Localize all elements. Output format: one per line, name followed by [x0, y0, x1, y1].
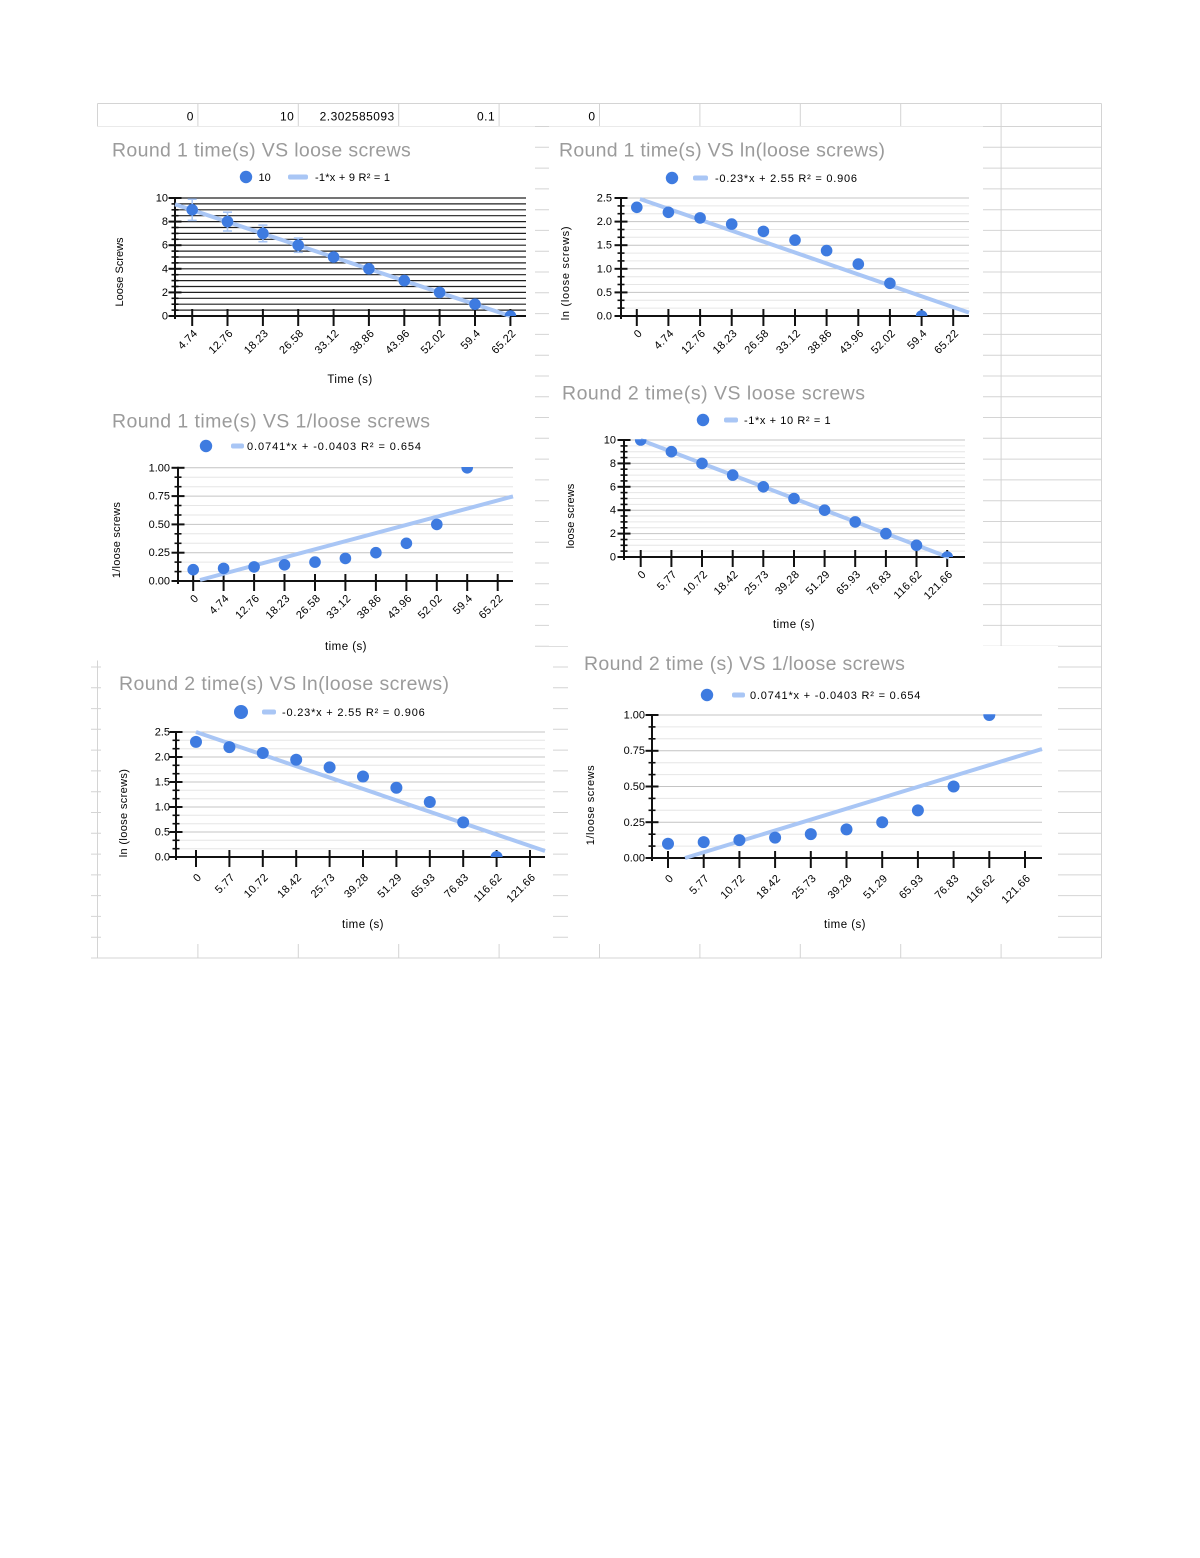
svg-text:loose screws: loose screws — [565, 483, 577, 548]
svg-text:4: 4 — [610, 505, 616, 517]
svg-text:Round 1 time(s) VS ln(loose sc: Round 1 time(s) VS ln(loose screws) — [559, 140, 885, 162]
svg-text:8: 8 — [610, 458, 616, 470]
svg-text:6: 6 — [610, 481, 616, 493]
svg-text:1/loose screws: 1/loose screws — [111, 502, 123, 579]
svg-text:time (s): time (s) — [824, 919, 866, 931]
svg-text:2.0: 2.0 — [597, 216, 612, 228]
svg-text:6: 6 — [162, 240, 168, 252]
svg-text:Round 2 time(s) VS ln(loose sc: Round 2 time(s) VS ln(loose screws) — [119, 673, 449, 695]
svg-text:2: 2 — [610, 528, 616, 540]
svg-text:10: 10 — [604, 435, 616, 447]
svg-text:4: 4 — [162, 263, 168, 275]
svg-text:1/loose screws: 1/loose screws — [585, 765, 597, 845]
svg-text:0: 0 — [588, 110, 595, 124]
svg-text:Round 1 time(s) VS loose screw: Round 1 time(s) VS loose screws — [112, 140, 411, 162]
svg-text:0: 0 — [610, 552, 616, 564]
svg-text:0.0741*x + -0.0403 R² = 0.654: 0.0741*x + -0.0403 R² = 0.654 — [247, 441, 422, 453]
svg-text:Round 2 time(s) VS loose screw: Round 2 time(s) VS loose screws — [562, 383, 865, 405]
svg-text:8: 8 — [162, 216, 168, 228]
svg-text:1.5: 1.5 — [155, 777, 170, 789]
svg-text:0.75: 0.75 — [149, 491, 170, 503]
svg-text:1.0: 1.0 — [155, 802, 170, 814]
svg-text:0.00: 0.00 — [149, 576, 170, 588]
svg-text:0.0: 0.0 — [155, 852, 170, 864]
svg-text:10: 10 — [156, 193, 168, 205]
svg-text:2: 2 — [162, 287, 168, 299]
svg-text:0.25: 0.25 — [149, 547, 170, 559]
svg-text:0.5: 0.5 — [597, 287, 612, 299]
svg-text:1.00: 1.00 — [624, 710, 645, 722]
svg-text:time (s): time (s) — [325, 641, 367, 653]
svg-text:Round 2 time (s) VS 1/loose sc: Round 2 time (s) VS 1/loose screws — [584, 653, 905, 675]
svg-text:0.50: 0.50 — [624, 781, 645, 793]
svg-text:2.0: 2.0 — [155, 752, 170, 764]
svg-text:-0.23*x + 2.55 R² = 0.906: -0.23*x + 2.55 R² = 0.906 — [715, 173, 858, 185]
svg-text:10: 10 — [280, 110, 294, 124]
svg-text:1.00: 1.00 — [149, 462, 170, 474]
svg-text:1.5: 1.5 — [597, 240, 612, 252]
svg-text:2.5: 2.5 — [155, 727, 170, 739]
svg-text:ln (loose screws): ln (loose screws) — [118, 769, 130, 857]
svg-text:2.5: 2.5 — [597, 193, 612, 205]
svg-text:0: 0 — [162, 311, 168, 323]
svg-text:ln (loose screws): ln (loose screws) — [560, 226, 572, 320]
svg-text:0.25: 0.25 — [624, 817, 645, 829]
svg-text:0: 0 — [187, 110, 194, 124]
svg-text:0.0741*x + -0.0403 R² = 0.654: 0.0741*x + -0.0403 R² = 0.654 — [750, 690, 921, 702]
svg-text:Loose Screws: Loose Screws — [114, 237, 126, 307]
svg-text:10: 10 — [259, 172, 271, 184]
svg-text:-0.23*x + 2.55 R² = 0.906: -0.23*x + 2.55 R² = 0.906 — [282, 707, 426, 719]
svg-text:time (s): time (s) — [342, 919, 384, 931]
svg-text:0.5: 0.5 — [155, 827, 170, 839]
svg-text:0.0: 0.0 — [597, 311, 612, 323]
svg-text:Round 1 time(s) VS 1/loose scr: Round 1 time(s) VS 1/loose screws — [112, 411, 430, 433]
svg-text:0.50: 0.50 — [149, 519, 170, 531]
svg-text:Time (s): Time (s) — [327, 374, 372, 386]
svg-text:time (s): time (s) — [773, 619, 815, 631]
svg-text:2.302585093: 2.302585093 — [320, 110, 395, 124]
svg-text:1.0: 1.0 — [597, 263, 612, 275]
svg-text:0.75: 0.75 — [624, 745, 645, 757]
svg-text:-1*x + 9 R² = 1: -1*x + 9 R² = 1 — [315, 172, 390, 184]
svg-text:-1*x + 10 R² = 1: -1*x + 10 R² = 1 — [744, 415, 831, 427]
svg-text:0.1: 0.1 — [477, 110, 495, 124]
svg-text:0.00: 0.00 — [624, 853, 645, 865]
